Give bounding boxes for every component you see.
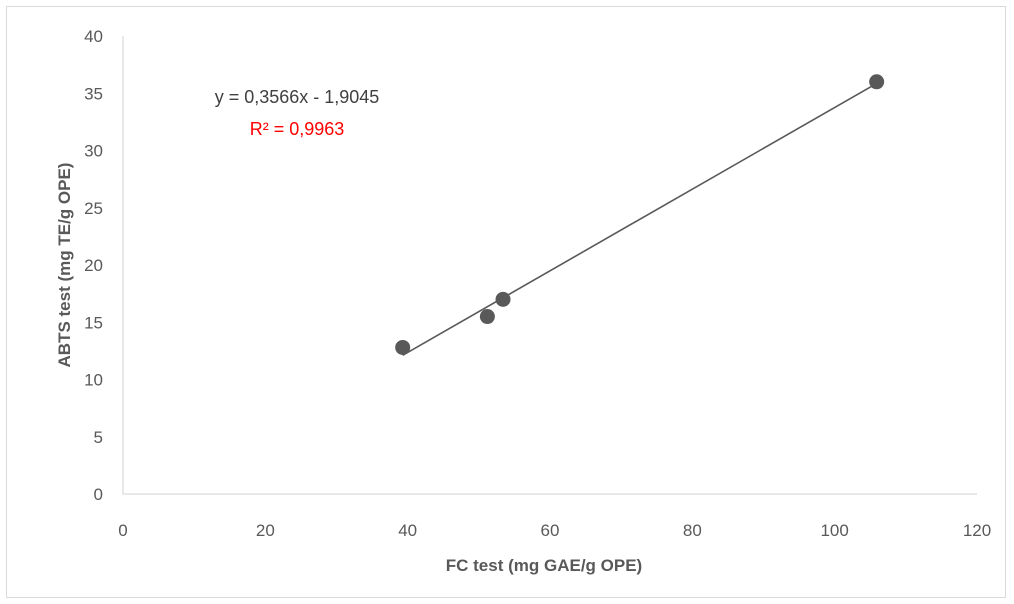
- y-tick-label: 20: [84, 256, 103, 275]
- y-axis-title: ABTS test (mg TE/g OPE): [55, 163, 74, 368]
- y-tick-label: 0: [94, 485, 103, 504]
- y-tick-label: 15: [84, 313, 103, 332]
- y-tick-label: 10: [84, 371, 103, 390]
- trendline: [402, 82, 878, 357]
- y-tick-label: 30: [84, 142, 103, 161]
- x-tick-label: 40: [398, 521, 417, 540]
- x-tick-label: 100: [820, 521, 848, 540]
- x-axis-title: FC test (mg GAE/g OPE): [446, 556, 642, 575]
- data-point: [395, 339, 411, 355]
- data-points: [395, 74, 885, 355]
- trendline-equation: y = 0,3566x - 1,9045: [215, 87, 380, 107]
- x-tick-label: 80: [683, 521, 702, 540]
- y-tick-label: 25: [84, 199, 103, 218]
- data-point: [869, 74, 885, 90]
- r-squared-label: R² = 0,9963: [250, 119, 345, 139]
- y-tick-label: 5: [94, 428, 103, 447]
- y-tick-labels: 0 5 10 15 20 25 30 35 40: [84, 27, 103, 504]
- x-tick-label: 20: [256, 521, 275, 540]
- data-point: [479, 309, 495, 325]
- x-tick-label: 120: [963, 521, 991, 540]
- plot-layer: 0 20 40 60 80 100 120 0 5 10 15 20 25 30 35 40: [84, 27, 991, 540]
- y-tick-label: 40: [84, 27, 103, 46]
- x-tick-labels: 0 20 40 60 80 100 120: [118, 521, 991, 540]
- x-tick-label: 60: [541, 521, 560, 540]
- data-point: [495, 291, 511, 307]
- x-tick-label: 0: [118, 521, 127, 540]
- y-tick-label: 35: [84, 84, 103, 103]
